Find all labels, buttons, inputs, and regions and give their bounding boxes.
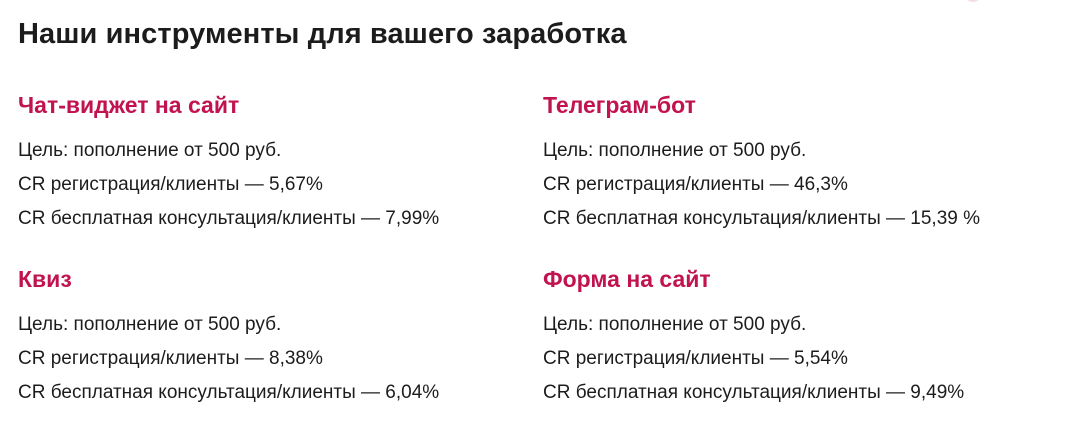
tool-title: Чат-виджет на сайт — [18, 92, 240, 118]
tool-block-telegram-bot: Телеграм-бот Цель: пополнение от 500 руб… — [543, 90, 1063, 236]
tool-cr-consultation: CR бесплатная консультация/клиенты — 9,4… — [543, 382, 965, 403]
tool-goal: Цель: пополнение от 500 руб. — [18, 140, 282, 161]
tool-block-quiz: Квиз Цель: пополнение от 500 руб. CR рег… — [18, 264, 538, 410]
tool-cr-consultation: CR бесплатная консультация/клиенты — 6,0… — [18, 382, 440, 403]
tool-cr-consultation: CR бесплатная консультация/клиенты — 15,… — [543, 208, 981, 229]
page-title: Наши инструменты для вашего заработка — [18, 18, 627, 50]
decorative-dot — [966, 0, 980, 2]
tool-goal: Цель: пополнение от 500 руб. — [543, 314, 807, 335]
tool-cr-consultation: CR бесплатная консультация/клиенты — 7,9… — [18, 208, 440, 229]
tool-goal: Цель: пополнение от 500 руб. — [18, 314, 282, 335]
tool-cr-registration: CR регистрация/клиенты — 5,54% — [543, 348, 848, 369]
tool-goal: Цель: пополнение от 500 руб. — [543, 140, 807, 161]
tool-title: Квиз — [18, 266, 72, 292]
tool-cr-registration: CR регистрация/клиенты — 8,38% — [18, 348, 323, 369]
tool-title: Телеграм-бот — [543, 92, 696, 118]
tool-title: Форма на сайт — [543, 266, 711, 292]
tool-cr-registration: CR регистрация/клиенты — 46,3% — [543, 174, 848, 195]
tool-block-site-form: Форма на сайт Цель: пополнение от 500 ру… — [543, 264, 1063, 410]
tool-cr-registration: CR регистрация/клиенты — 5,67% — [18, 174, 323, 195]
tool-block-chat-widget: Чат-виджет на сайт Цель: пополнение от 5… — [18, 90, 538, 236]
